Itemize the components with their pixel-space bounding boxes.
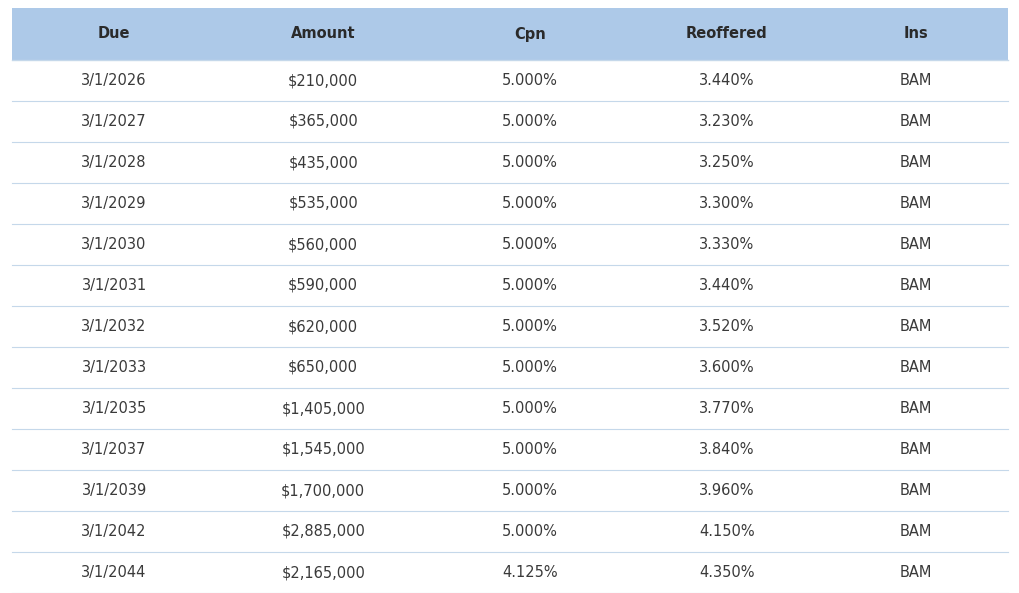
Text: 3.330%: 3.330% <box>698 237 753 252</box>
Text: Ins: Ins <box>903 27 927 42</box>
Text: $2,885,000: $2,885,000 <box>281 524 365 539</box>
Text: 3.440%: 3.440% <box>698 73 754 88</box>
Text: 3/1/2044: 3/1/2044 <box>82 565 147 580</box>
Text: 3/1/2028: 3/1/2028 <box>82 155 147 170</box>
Text: 3.440%: 3.440% <box>698 278 754 293</box>
Text: 3/1/2035: 3/1/2035 <box>82 401 147 416</box>
Text: 5.000%: 5.000% <box>501 196 557 211</box>
Text: 3/1/2026: 3/1/2026 <box>82 73 147 88</box>
Text: 3.250%: 3.250% <box>698 155 754 170</box>
Text: 3.960%: 3.960% <box>698 483 754 498</box>
Text: $1,700,000: $1,700,000 <box>281 483 365 498</box>
Text: 3/1/2039: 3/1/2039 <box>82 483 147 498</box>
Text: $365,000: $365,000 <box>288 114 358 129</box>
Text: BAM: BAM <box>899 278 931 293</box>
Text: 3.840%: 3.840% <box>698 442 754 457</box>
Text: 5.000%: 5.000% <box>501 442 557 457</box>
Text: $210,000: $210,000 <box>288 73 358 88</box>
Text: 5.000%: 5.000% <box>501 278 557 293</box>
Text: $1,545,000: $1,545,000 <box>281 442 365 457</box>
Text: 3/1/2029: 3/1/2029 <box>82 196 147 211</box>
Text: 5.000%: 5.000% <box>501 114 557 129</box>
Text: 3.770%: 3.770% <box>698 401 754 416</box>
Text: 5.000%: 5.000% <box>501 73 557 88</box>
Text: 3.230%: 3.230% <box>698 114 754 129</box>
Text: 5.000%: 5.000% <box>501 319 557 334</box>
Text: Reoffered: Reoffered <box>685 27 766 42</box>
Text: 3.300%: 3.300% <box>698 196 754 211</box>
Text: 5.000%: 5.000% <box>501 524 557 539</box>
Text: $435,000: $435,000 <box>288 155 358 170</box>
Text: Due: Due <box>98 27 130 42</box>
Text: 3.600%: 3.600% <box>698 360 754 375</box>
Text: $535,000: $535,000 <box>288 196 358 211</box>
Text: 4.350%: 4.350% <box>698 565 754 580</box>
Text: 3/1/2030: 3/1/2030 <box>82 237 147 252</box>
Text: 4.150%: 4.150% <box>698 524 754 539</box>
Text: BAM: BAM <box>899 196 931 211</box>
Text: 5.000%: 5.000% <box>501 237 557 252</box>
Text: $1,405,000: $1,405,000 <box>281 401 365 416</box>
Text: 3.520%: 3.520% <box>698 319 754 334</box>
Text: 5.000%: 5.000% <box>501 483 557 498</box>
Text: BAM: BAM <box>899 114 931 129</box>
Text: BAM: BAM <box>899 442 931 457</box>
Text: 3/1/2037: 3/1/2037 <box>82 442 147 457</box>
Text: $620,000: $620,000 <box>288 319 358 334</box>
Text: BAM: BAM <box>899 483 931 498</box>
Text: Amount: Amount <box>290 27 356 42</box>
Text: BAM: BAM <box>899 401 931 416</box>
Text: $650,000: $650,000 <box>288 360 358 375</box>
Text: 3/1/2042: 3/1/2042 <box>82 524 147 539</box>
Text: 5.000%: 5.000% <box>501 401 557 416</box>
Text: $2,165,000: $2,165,000 <box>281 565 365 580</box>
Text: BAM: BAM <box>899 319 931 334</box>
Text: 5.000%: 5.000% <box>501 360 557 375</box>
Text: 3/1/2027: 3/1/2027 <box>82 114 147 129</box>
Bar <box>12 8 1007 60</box>
Text: $590,000: $590,000 <box>288 278 358 293</box>
Text: 4.125%: 4.125% <box>501 565 557 580</box>
Text: 3/1/2031: 3/1/2031 <box>82 278 147 293</box>
Text: BAM: BAM <box>899 237 931 252</box>
Text: BAM: BAM <box>899 524 931 539</box>
Text: BAM: BAM <box>899 360 931 375</box>
Text: BAM: BAM <box>899 73 931 88</box>
Text: BAM: BAM <box>899 565 931 580</box>
Text: 3/1/2033: 3/1/2033 <box>82 360 147 375</box>
Text: $560,000: $560,000 <box>288 237 358 252</box>
Text: Cpn: Cpn <box>514 27 545 42</box>
Text: 3/1/2032: 3/1/2032 <box>82 319 147 334</box>
Text: 5.000%: 5.000% <box>501 155 557 170</box>
Text: BAM: BAM <box>899 155 931 170</box>
